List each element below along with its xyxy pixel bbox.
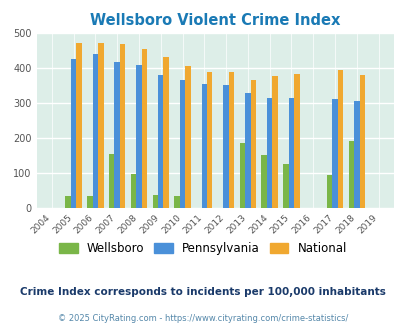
Bar: [337, 70, 342, 208]
Bar: [92, 54, 98, 208]
Legend: Wellsboro, Pennsylvania, National: Wellsboro, Pennsylvania, National: [54, 237, 351, 260]
Bar: [288, 98, 294, 208]
Title: Wellsboro Violent Crime Index: Wellsboro Violent Crime Index: [90, 13, 339, 28]
Bar: [65, 196, 71, 208]
Bar: [358, 75, 364, 208]
Bar: [87, 196, 92, 208]
Bar: [114, 62, 119, 208]
Bar: [109, 154, 114, 208]
Bar: [130, 174, 136, 208]
Bar: [348, 142, 353, 208]
Text: Crime Index corresponds to incidents per 100,000 inhabitants: Crime Index corresponds to incidents per…: [20, 287, 385, 297]
Bar: [331, 99, 337, 208]
Bar: [174, 196, 179, 208]
Bar: [250, 80, 256, 208]
Bar: [201, 84, 207, 208]
Bar: [158, 75, 163, 208]
Bar: [223, 85, 228, 208]
Bar: [283, 164, 288, 208]
Bar: [71, 59, 76, 208]
Bar: [163, 57, 168, 208]
Bar: [152, 195, 158, 208]
Bar: [353, 101, 358, 208]
Bar: [119, 44, 125, 208]
Bar: [294, 74, 299, 208]
Bar: [98, 43, 103, 208]
Bar: [136, 65, 141, 208]
Bar: [261, 155, 266, 208]
Bar: [141, 49, 147, 208]
Bar: [266, 98, 272, 208]
Bar: [272, 76, 277, 208]
Bar: [179, 80, 185, 208]
Text: © 2025 CityRating.com - https://www.cityrating.com/crime-statistics/: © 2025 CityRating.com - https://www.city…: [58, 314, 347, 323]
Bar: [207, 72, 212, 208]
Bar: [239, 143, 245, 208]
Bar: [228, 72, 234, 208]
Bar: [245, 93, 250, 208]
Bar: [326, 175, 331, 208]
Bar: [76, 44, 81, 208]
Bar: [185, 66, 190, 208]
